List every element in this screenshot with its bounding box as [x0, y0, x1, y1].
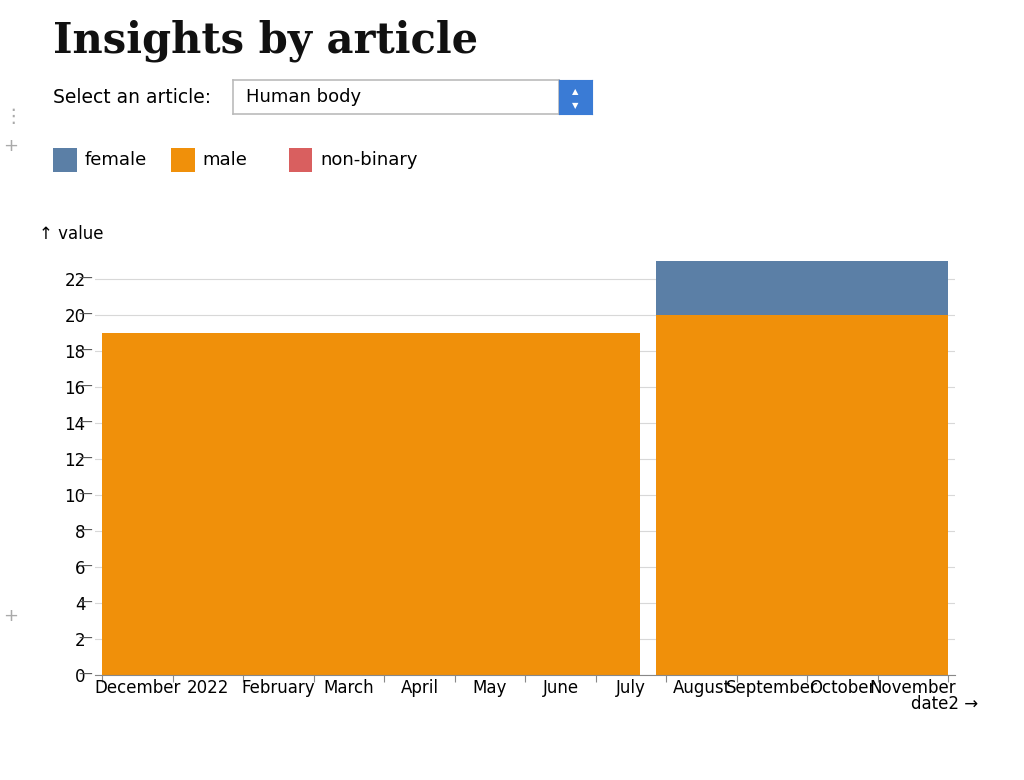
Text: —: —: [79, 560, 92, 574]
Text: +: +: [3, 136, 17, 155]
Text: ▼: ▼: [572, 101, 579, 110]
Text: —: —: [79, 524, 92, 537]
Text: Insights by article: Insights by article: [53, 20, 478, 62]
Text: —: —: [79, 416, 92, 430]
Text: —: —: [79, 452, 92, 466]
Text: —: —: [79, 272, 92, 286]
Text: —: —: [79, 596, 92, 610]
Text: non-binary: non-binary: [321, 151, 418, 169]
Text: —: —: [79, 344, 92, 358]
Text: —: —: [79, 488, 92, 502]
Text: ↑ value: ↑ value: [39, 225, 103, 243]
Text: ⋮: ⋮: [3, 108, 24, 126]
Text: male: male: [203, 151, 248, 169]
Text: Select an article:: Select an article:: [53, 88, 211, 107]
Text: +: +: [3, 607, 17, 626]
Text: —: —: [79, 668, 92, 682]
Text: female: female: [85, 151, 147, 169]
Text: date2 →: date2 →: [910, 694, 978, 713]
Text: —: —: [79, 308, 92, 322]
Text: Human body: Human body: [247, 87, 361, 106]
Text: —: —: [79, 632, 92, 646]
Text: ▲: ▲: [572, 87, 579, 96]
Text: —: —: [79, 380, 92, 394]
